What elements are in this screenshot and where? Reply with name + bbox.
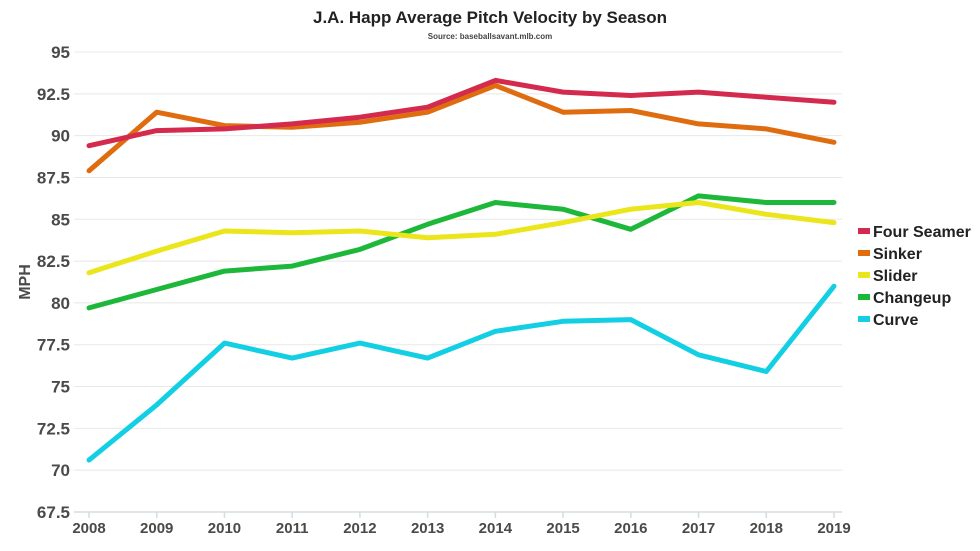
y-tick-label: 82.5 <box>37 252 70 271</box>
x-tick-label: 2013 <box>411 520 444 537</box>
y-tick-label: 80 <box>51 294 70 313</box>
y-tick-label: 72.5 <box>37 419 70 438</box>
legend-swatch <box>858 294 870 300</box>
x-tick-label: 2014 <box>479 520 513 537</box>
y-tick-label: 95 <box>51 43 70 62</box>
legend-item: Sinker <box>858 246 922 263</box>
legend-swatch <box>858 250 870 256</box>
chart-title: J.A. Happ Average Pitch Velocity by Seas… <box>313 8 667 27</box>
legend: Four Seamer Sinker Slider Changeup Curve <box>858 224 971 329</box>
x-tick-label: 2018 <box>750 520 783 537</box>
x-tick-label: 2012 <box>343 520 376 537</box>
legend-item: Four Seamer <box>858 224 971 241</box>
x-tick-label: 2008 <box>72 520 105 537</box>
series-line-changeup <box>86 193 837 311</box>
x-tick-label: 2010 <box>208 520 241 537</box>
legend-label: Changeup <box>873 290 951 307</box>
x-tick-label: 2009 <box>140 520 173 537</box>
series-line-four-seamer <box>86 77 837 149</box>
y-tick-label: 75 <box>51 378 70 397</box>
y-tick-label: 90 <box>51 127 70 146</box>
y-tick-label: 87.5 <box>37 168 70 187</box>
legend-swatch <box>858 316 870 322</box>
series-line-slider <box>86 200 837 276</box>
y-tick-label: 92.5 <box>37 85 70 104</box>
series-line-curve <box>86 283 837 463</box>
y-tick-label: 85 <box>51 210 70 229</box>
x-tick-label: 2011 <box>276 520 309 537</box>
legend-swatch <box>858 272 870 278</box>
legend-label: Curve <box>873 312 918 329</box>
legend-item: Slider <box>858 268 917 285</box>
y-tick-label: 67.5 <box>37 503 70 522</box>
y-tick-label: 70 <box>51 461 70 480</box>
legend-swatch <box>858 228 870 234</box>
legend-item: Changeup <box>858 290 951 307</box>
legend-label: Sinker <box>873 246 922 263</box>
y-tick-label: 77.5 <box>37 336 70 355</box>
legend-label: Slider <box>873 268 917 285</box>
chart-subtitle: Source: baseballsavant.mlb.com <box>428 32 553 41</box>
y-axis-ticks: 67.5 70 72.5 75 77.5 80 82.5 85 87.5 90 92.5 95 <box>37 43 70 522</box>
series-lines <box>86 77 837 463</box>
x-tick-label: 2017 <box>682 520 715 537</box>
x-tick-label: 2016 <box>614 520 647 537</box>
legend-item: Curve <box>858 312 918 329</box>
series-line-sinker <box>86 83 837 174</box>
y-axis-label: MPH <box>17 264 34 300</box>
x-axis-ticks: 2008 2009 2010 2011 2012 2013 2014 2015 2016 2017… <box>72 512 851 537</box>
x-tick-label: 2019 <box>817 520 850 537</box>
legend-label: Four Seamer <box>873 224 971 241</box>
x-tick-label: 2015 <box>546 520 579 537</box>
